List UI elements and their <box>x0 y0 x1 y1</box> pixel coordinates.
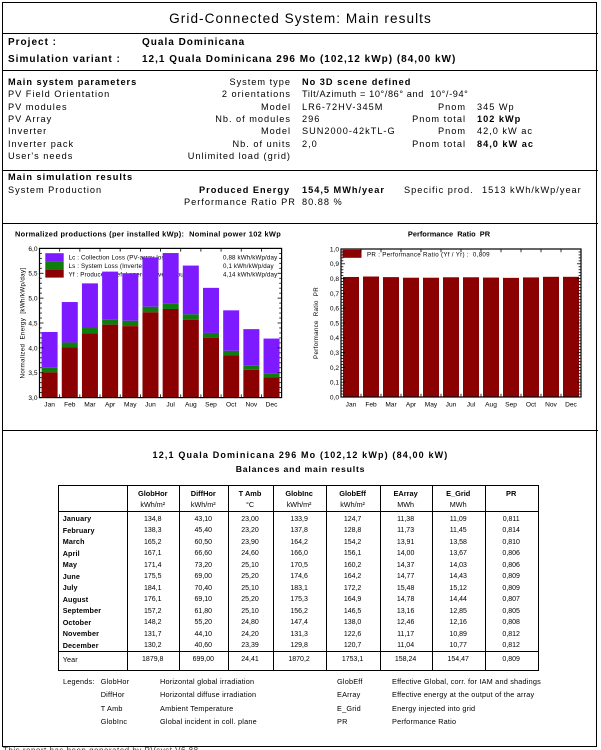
svg-text:Lc : Collection Loss (PV-array: Lc : Collection Loss (PV-array losses) <box>69 254 178 261</box>
svg-text:0,1: 0,1 <box>330 380 339 387</box>
svg-text:Jul: Jul <box>467 402 476 409</box>
svg-text:Apr: Apr <box>406 402 417 409</box>
svg-text:Jun: Jun <box>446 402 457 409</box>
svg-text:4,0: 4,0 <box>28 345 37 352</box>
svg-text:0,8: 0,8 <box>330 276 339 283</box>
svg-text:0,1 kWh/kWp/day: 0,1 kWh/kWp/day <box>223 263 274 270</box>
svg-text:Jan: Jan <box>44 402 55 409</box>
svg-text:PR : Performance Ratio (Yf / Y: PR : Performance Ratio (Yf / Yr) : 0,809 <box>367 251 490 258</box>
svg-text:0,3: 0,3 <box>330 350 339 357</box>
svg-text:3,0: 3,0 <box>28 395 37 402</box>
svg-text:Feb: Feb <box>365 402 377 409</box>
svg-text:Jul: Jul <box>166 402 175 409</box>
svg-text:0,2: 0,2 <box>330 365 339 372</box>
svg-text:Nov: Nov <box>245 402 257 409</box>
svg-text:Nov: Nov <box>545 402 557 409</box>
svg-text:0,4: 0,4 <box>330 335 339 342</box>
svg-text:3,5: 3,5 <box>28 370 37 377</box>
svg-text:Oct: Oct <box>526 402 536 409</box>
svg-text:0,6: 0,6 <box>330 306 339 313</box>
svg-text:5,5: 5,5 <box>28 271 37 278</box>
svg-text:0,5: 0,5 <box>330 320 339 327</box>
svg-text:4,5: 4,5 <box>28 320 37 327</box>
svg-text:6,0: 6,0 <box>28 246 37 253</box>
svg-text:Aug: Aug <box>485 402 497 409</box>
svg-text:0,7: 0,7 <box>330 291 339 298</box>
svg-text:Performance Ratio PR: Performance Ratio PR <box>313 287 320 359</box>
svg-text:Performance Ratio PR: Performance Ratio PR <box>408 229 491 238</box>
svg-text:Jan: Jan <box>346 402 357 409</box>
svg-text:May: May <box>124 402 137 409</box>
svg-text:Dec: Dec <box>565 402 577 409</box>
svg-text:4,14 kWh/kWp/day: 4,14 kWh/kWp/day <box>223 271 278 278</box>
svg-text:Jun: Jun <box>145 402 156 409</box>
svg-text:Ls : System Loss (Inverter, .: Ls : System Loss (Inverter, ...) <box>69 263 156 270</box>
svg-text:Sep: Sep <box>505 402 517 409</box>
svg-text:1,0: 1,0 <box>330 246 339 253</box>
svg-text:Apr: Apr <box>105 402 116 409</box>
svg-text:Feb: Feb <box>64 402 76 409</box>
svg-text:5,0: 5,0 <box>28 296 37 303</box>
svg-text:Normalized Energy [kWh/kWp/d: Normalized Energy [kWh/kWp/day] <box>20 268 27 379</box>
svg-text:Dec: Dec <box>266 402 278 409</box>
svg-text:Mar: Mar <box>84 402 96 409</box>
svg-text:Oct: Oct <box>226 402 236 409</box>
svg-text:May: May <box>425 402 438 409</box>
svg-text:0,9: 0,9 <box>330 261 339 268</box>
svg-text:0,0: 0,0 <box>330 394 339 401</box>
svg-text:Sep: Sep <box>205 402 217 409</box>
svg-text:0,88 kWh/kWp/day: 0,88 kWh/kWp/day <box>223 254 278 261</box>
svg-text:Aug: Aug <box>185 402 197 409</box>
svg-text:Mar: Mar <box>385 402 397 409</box>
svg-text:Normalized productions (per in: Normalized productions (per installed kW… <box>15 229 281 238</box>
